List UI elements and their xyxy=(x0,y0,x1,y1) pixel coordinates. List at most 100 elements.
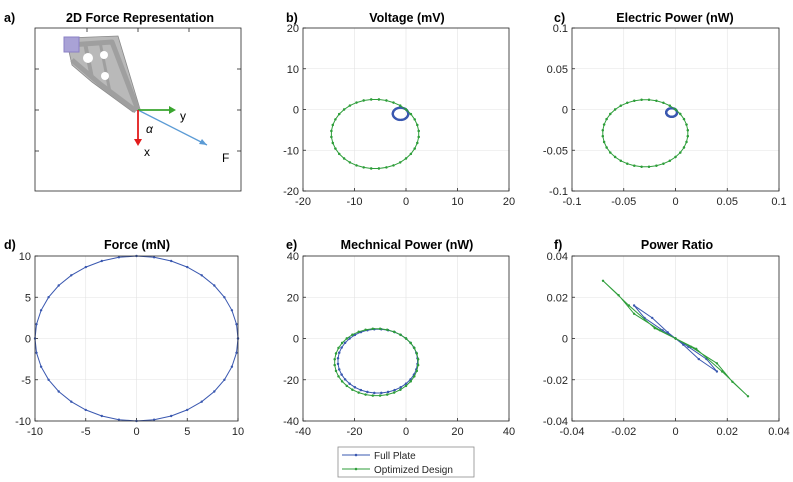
data-point xyxy=(336,357,340,360)
data-point xyxy=(415,352,418,355)
panel-c-label: c) xyxy=(554,11,565,25)
force-label: F xyxy=(222,151,229,165)
panel-a-label: a) xyxy=(4,11,15,25)
data-point xyxy=(602,140,606,144)
panel-d-title: Force (mN) xyxy=(104,238,170,252)
data-point xyxy=(668,159,671,162)
data-point xyxy=(345,384,348,388)
tick-label-x: -0.05 xyxy=(611,196,636,208)
data-point xyxy=(633,99,636,103)
data-point xyxy=(235,351,238,354)
axes-frame xyxy=(34,255,239,422)
data-point xyxy=(357,391,360,394)
data-point xyxy=(35,351,38,354)
tick-label-x: 0.1 xyxy=(771,196,786,208)
data-point xyxy=(689,345,693,348)
data-point xyxy=(404,108,408,111)
data-point xyxy=(200,400,203,403)
tick-label-y: 10 xyxy=(287,64,299,76)
data-point xyxy=(655,99,658,103)
tick-label-x: 5 xyxy=(184,426,190,438)
data-point xyxy=(348,337,351,340)
data-point xyxy=(619,159,622,162)
data-point xyxy=(658,329,662,332)
x-arrowhead xyxy=(134,139,142,146)
data-point xyxy=(609,112,612,116)
tick-label-y: 0 xyxy=(562,105,568,117)
data-point xyxy=(345,337,348,340)
data-point xyxy=(355,164,358,167)
data-point xyxy=(170,259,173,263)
legend-box xyxy=(337,446,475,478)
data-point xyxy=(117,418,121,421)
data-point xyxy=(371,327,374,330)
axes-frame xyxy=(302,27,510,192)
data-point xyxy=(117,256,121,259)
data-point xyxy=(342,157,346,160)
data-point xyxy=(404,382,408,385)
data-point xyxy=(337,375,340,378)
legend-optimized-marker xyxy=(354,467,358,471)
tick-label-x: 40 xyxy=(503,426,515,438)
legend-optimized: Optimized Design xyxy=(374,465,453,476)
data-point xyxy=(343,378,347,381)
data-point xyxy=(626,162,629,165)
tick-label-y: -5 xyxy=(21,375,31,387)
data-point xyxy=(613,155,617,159)
tick-label-x: 0 xyxy=(672,196,678,208)
tick-label-y: 40 xyxy=(287,251,299,263)
data-point xyxy=(409,341,412,345)
data-point xyxy=(152,256,156,259)
data-point xyxy=(57,284,60,287)
panel-a-title: 2D Force Representation xyxy=(66,11,214,25)
tick-label-x: 0 xyxy=(133,426,139,438)
data-point xyxy=(392,164,395,167)
data-point xyxy=(640,165,643,168)
tick-label-x: -20 xyxy=(295,196,311,208)
data-point xyxy=(378,327,382,330)
tick-label-y: 0 xyxy=(293,105,299,117)
data-point xyxy=(340,341,344,345)
data-point xyxy=(601,279,605,282)
data-point xyxy=(404,337,408,340)
data-point xyxy=(386,390,390,394)
tick-label-y: -0.02 xyxy=(543,375,568,387)
data-point xyxy=(100,414,104,418)
data-point xyxy=(338,152,341,156)
data-point xyxy=(223,296,226,299)
tick-label-y: -10 xyxy=(283,145,299,157)
data-point xyxy=(330,135,333,139)
tick-label-x: 0.04 xyxy=(768,426,789,438)
tick-label-y: 0.05 xyxy=(547,64,568,76)
tick-label-x: 0 xyxy=(672,426,678,438)
panel-b-title: Voltage (mV) xyxy=(369,11,444,25)
data-point xyxy=(378,394,382,397)
data-point xyxy=(409,112,413,116)
panel-d-label: d) xyxy=(4,238,16,252)
data-point xyxy=(674,155,677,159)
data-point xyxy=(685,140,688,144)
data-point xyxy=(357,330,360,333)
data-point xyxy=(746,395,750,398)
data-point xyxy=(668,104,671,107)
data-point xyxy=(342,108,346,111)
data-point xyxy=(617,294,620,297)
tick-label-x: -5 xyxy=(81,426,91,438)
data-point xyxy=(399,333,402,336)
tick-label-x: 0.05 xyxy=(717,196,738,208)
data-point xyxy=(152,418,156,421)
tick-label-y: 0 xyxy=(562,334,568,346)
data-point xyxy=(213,284,216,287)
data-point xyxy=(613,108,617,111)
legend-full-plate: Full Plate xyxy=(374,451,416,462)
panel-c-title: Electric Power (nW) xyxy=(616,11,733,25)
data-point xyxy=(330,129,333,133)
data-point xyxy=(662,101,665,105)
data-point xyxy=(57,390,60,393)
diagram-ticks xyxy=(35,28,241,152)
data-point xyxy=(413,346,416,350)
tick-label-x: 0 xyxy=(403,426,409,438)
tick-label-y: -10 xyxy=(15,416,31,428)
axes-frame xyxy=(571,27,780,192)
tick-label-x: -0.02 xyxy=(611,426,636,438)
